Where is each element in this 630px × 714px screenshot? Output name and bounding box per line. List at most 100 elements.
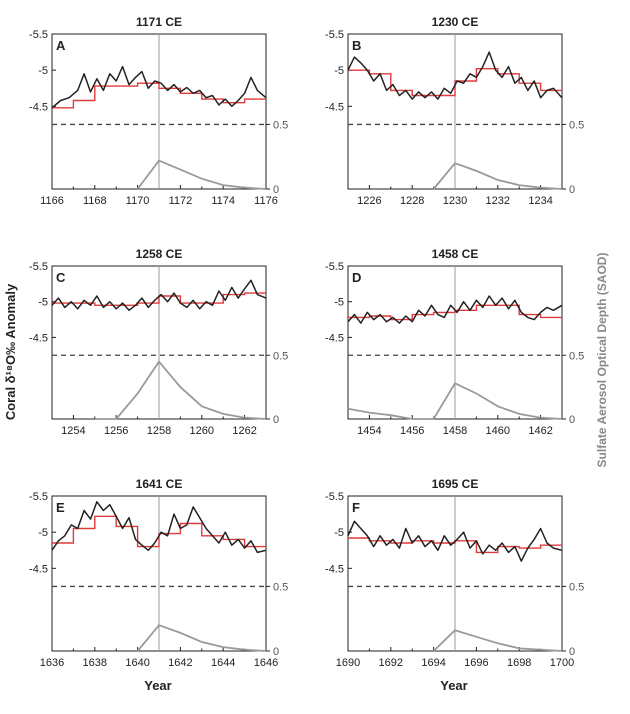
x-tick-label: 1234	[528, 195, 552, 207]
coral-series-line	[347, 51, 563, 100]
x-tick-label: 1176	[254, 195, 278, 207]
right-axis-label: Sulfate Aerosol Optical Depth (SAOD)	[595, 253, 609, 468]
x-tick-label: 1644	[211, 657, 235, 669]
panel-d: 1458 CE D -5.5 -5 -4.5 0 0.5 1454 1456 1458 1460 14…	[325, 247, 584, 437]
x-tick-label: 1166	[40, 195, 64, 207]
y-tick-label: -5	[38, 297, 48, 309]
x-axis-label-left: Year	[144, 678, 171, 693]
panel-letter: B	[352, 38, 361, 53]
x-tick-label: 1226	[357, 195, 381, 207]
annual-mean-step-line	[348, 68, 562, 97]
y-tick-label: -4.5	[325, 563, 344, 575]
saod-tick-label: 0	[273, 184, 279, 196]
coral-series-line	[51, 279, 267, 312]
x-tick-label: 1228	[400, 195, 424, 207]
y-tick-label: -4.5	[325, 332, 344, 344]
x-tick-label: 1170	[126, 195, 150, 207]
panel-title: 1641 CE	[136, 477, 183, 491]
saod-series-line	[432, 162, 563, 190]
panel-letter: C	[56, 270, 66, 285]
panel-letter: F	[352, 500, 360, 515]
x-tick-label: 1172	[169, 195, 193, 207]
x-tick-label: 1640	[125, 657, 149, 669]
y-tick-label: -5	[38, 527, 48, 539]
y-tick-label: -5	[334, 527, 344, 539]
x-tick-label: 1254	[61, 425, 85, 437]
panel-letter: A	[56, 38, 66, 53]
x-tick-label: 1636	[40, 657, 64, 669]
coral-series-line	[347, 520, 563, 562]
saod-series-line	[136, 624, 267, 652]
x-tick-label: 1700	[550, 657, 574, 669]
x-tick-label: 1646	[254, 657, 278, 669]
panel-title: 1230 CE	[432, 15, 479, 29]
saod-tick-label: 0	[273, 646, 279, 658]
saod-tick-label: 0.5	[569, 350, 584, 362]
y-tick-label: -4.5	[325, 101, 344, 113]
panels: 1171 CE A -5.5 -5 -4.5 0 0.5 1166 1168 1170 1172 11…	[29, 15, 584, 669]
saod-tick-label: 0	[569, 414, 575, 426]
x-tick-label: 1458	[443, 425, 467, 437]
panel-title: 1695 CE	[432, 477, 479, 491]
x-tick-label: 1698	[507, 657, 531, 669]
y-tick-label: -5.5	[325, 261, 344, 273]
y-tick-label: -5.5	[29, 261, 48, 273]
saod-tick-label: 0.5	[273, 350, 288, 362]
panel-title: 1458 CE	[432, 247, 479, 261]
saod-tick-label: 0	[273, 414, 279, 426]
panel-title: 1171 CE	[136, 15, 182, 29]
x-tick-label: 1260	[190, 425, 214, 437]
left-axis-label: Coral δ¹⁸O‰ Anomaly	[3, 283, 18, 420]
y-tick-label: -5	[38, 65, 48, 77]
saod-tick-label: 0	[569, 184, 575, 196]
x-tick-label: 1262	[232, 425, 256, 437]
saod-series-line	[347, 382, 563, 420]
x-tick-label: 1692	[379, 657, 403, 669]
x-tick-label: 1462	[528, 425, 552, 437]
coral-series-line	[51, 501, 267, 554]
saod-series-line	[136, 159, 267, 190]
x-tick-label: 1456	[400, 425, 424, 437]
y-tick-label: -4.5	[29, 332, 48, 344]
x-tick-label: 1454	[357, 425, 381, 437]
panel-letter: E	[56, 500, 65, 515]
x-tick-label: 1638	[83, 657, 107, 669]
x-tick-label: 1256	[104, 425, 128, 437]
panel-letter: D	[352, 270, 361, 285]
panel-f: 1695 CE F -5.5 -5 -4.5 0 0.5 1690 1692 1694 1696 16…	[325, 477, 584, 669]
y-tick-label: -5	[334, 65, 344, 77]
panel-e: 1641 CE E -5.5 -5 -4.5 0 0.5 1636 1638 1640 1642 16…	[29, 477, 288, 669]
saod-series-line	[94, 360, 267, 420]
x-tick-label: 1168	[83, 195, 107, 207]
y-tick-label: -5	[334, 297, 344, 309]
annual-mean-step-line	[52, 515, 266, 548]
annual-mean-step-line	[348, 304, 562, 321]
saod-tick-label: 0.5	[273, 581, 288, 593]
x-tick-label: 1174	[211, 195, 235, 207]
y-tick-label: -5.5	[325, 491, 344, 503]
x-tick-label: 1230	[443, 195, 467, 207]
y-tick-label: -5.5	[29, 491, 48, 503]
x-tick-label: 1696	[464, 657, 488, 669]
saod-series-line	[432, 629, 563, 652]
y-tick-label: -4.5	[29, 563, 48, 575]
saod-tick-label: 0.5	[569, 119, 584, 131]
x-tick-label: 1460	[486, 425, 510, 437]
annual-mean-step-line	[52, 82, 266, 109]
x-tick-label: 1694	[421, 657, 445, 669]
x-tick-label: 1232	[486, 195, 510, 207]
saod-tick-label: 0.5	[273, 119, 288, 131]
coral-series-line	[347, 295, 563, 324]
panel-c: 1258 CE C -5.5 -5 -4.5 0 0.5 1254 1256 1258 1260 12…	[29, 247, 288, 437]
saod-tick-label: 0	[569, 646, 575, 658]
panel-a: 1171 CE A -5.5 -5 -4.5 0 0.5 1166 1168 1170 1172 11…	[29, 15, 288, 207]
y-tick-label: -4.5	[29, 101, 48, 113]
panel-b: 1230 CE B -5.5 -5 -4.5 0 0.5 1226 1228 1230 1232 12…	[325, 15, 584, 207]
y-tick-label: -5.5	[325, 29, 344, 41]
saod-tick-label: 0.5	[569, 581, 584, 593]
x-tick-label: 1258	[147, 425, 171, 437]
panel-title: 1258 CE	[136, 247, 183, 261]
coral-series-line	[51, 65, 267, 109]
x-axis-label-right: Year	[440, 678, 467, 693]
